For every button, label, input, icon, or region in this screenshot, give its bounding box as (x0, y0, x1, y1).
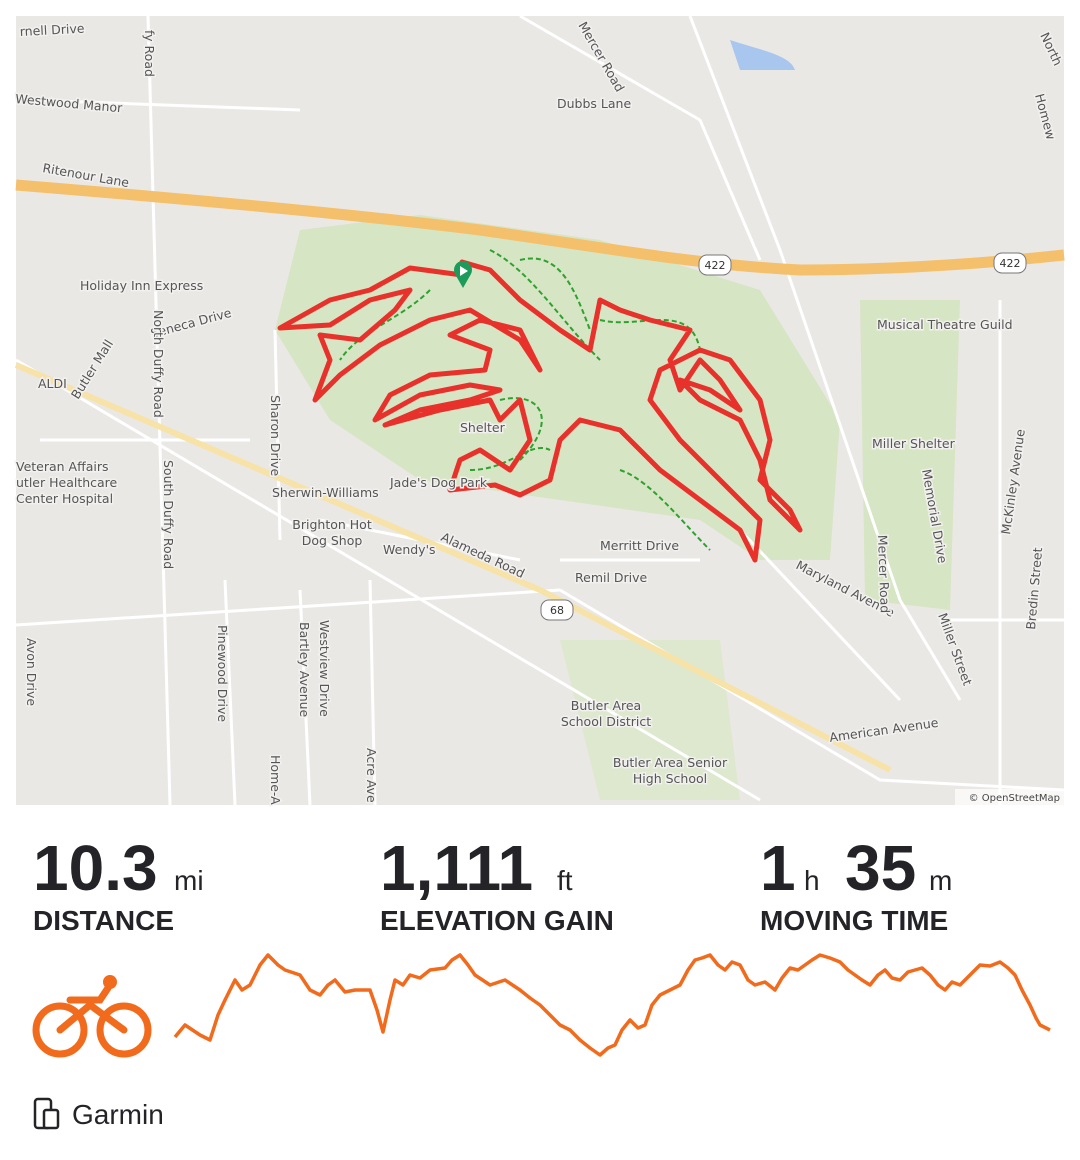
map-label: Avon Drive (24, 638, 39, 706)
route-shield-number: 68 (550, 604, 564, 617)
route-shield-number: 422 (705, 259, 726, 272)
map-label: fy Road (142, 30, 157, 77)
minutes-value: 35 (845, 832, 916, 904)
map-label: Dubbs Lane (557, 96, 631, 111)
distance-unit: mi (174, 865, 204, 896)
map-label: Holiday Inn Express (80, 278, 203, 293)
map-label: Sherwin-Williams (272, 485, 379, 500)
device-icon (33, 1097, 60, 1130)
hours-unit: h (804, 865, 820, 896)
map-label: Musical Theatre Guild (877, 317, 1013, 332)
elevation-profile (173, 953, 1051, 1057)
map-label: Center Hospital (16, 491, 113, 506)
attribution-bg (955, 789, 1064, 805)
source: Garmin (72, 1099, 164, 1130)
map-label: Acre Ave (364, 748, 379, 803)
highway (15, 179, 1065, 276)
elevation-value: 1,111 (380, 832, 533, 904)
moving-time-label: MOVING TIME (760, 905, 948, 936)
map-label: Home-A (268, 755, 283, 805)
minutes-unit: m (929, 865, 952, 896)
map-label: Bartley Avenue (297, 622, 312, 718)
elevation-unit: ft (557, 865, 573, 896)
route-shield (698, 254, 732, 276)
main-road (14, 362, 892, 773)
attribution: © OpenStreetMap (969, 793, 1060, 804)
map-label: Veteran Affairs (16, 459, 109, 474)
route (277, 259, 803, 563)
route-shield (993, 252, 1027, 274)
map-label: Wendy's (383, 542, 436, 557)
hours-value: 1 (760, 832, 796, 904)
stats: 10.3 mi DISTANCE 1,111 ft ELEVATION GAIN… (33, 832, 952, 936)
map-label: Miller Shelter (872, 436, 956, 451)
map-label: School District (561, 714, 651, 729)
lake (730, 40, 795, 70)
map-label: South Duffy Road (161, 460, 176, 569)
bike-icon (32, 975, 152, 1058)
map-label: Pinewood Drive (215, 625, 230, 722)
map-label: High School (633, 771, 707, 786)
map-label: Westview Drive (317, 620, 332, 717)
route-shield (540, 599, 574, 621)
map-label: Shelter (460, 420, 506, 435)
park (860, 300, 960, 610)
distance-label: DISTANCE (33, 905, 174, 936)
streets (15, 14, 1065, 806)
map-label: Butler Area Senior (613, 755, 728, 770)
distance-value: 10.3 (33, 832, 158, 904)
map-label: Dog Shop (302, 533, 363, 548)
map-label: Remil Drive (575, 570, 648, 585)
map-label: Sharon Drive (268, 395, 283, 477)
map-label: utler Healthcare (16, 475, 118, 490)
map-label: rnell Drive (19, 21, 85, 39)
map-label: Butler Area (571, 698, 641, 713)
route-shield-number: 422 (1000, 257, 1021, 270)
map-label: Brighton Hot (292, 517, 372, 532)
map-label: North Duffy Road (151, 310, 166, 418)
map-label: Merritt Drive (600, 538, 679, 553)
map-label: ALDI (38, 376, 67, 391)
map-label: Mercer Road (875, 535, 893, 614)
elevation-label: ELEVATION GAIN (380, 905, 614, 936)
map-label: Jade's Dog Park (389, 475, 488, 490)
start-marker (454, 260, 473, 288)
